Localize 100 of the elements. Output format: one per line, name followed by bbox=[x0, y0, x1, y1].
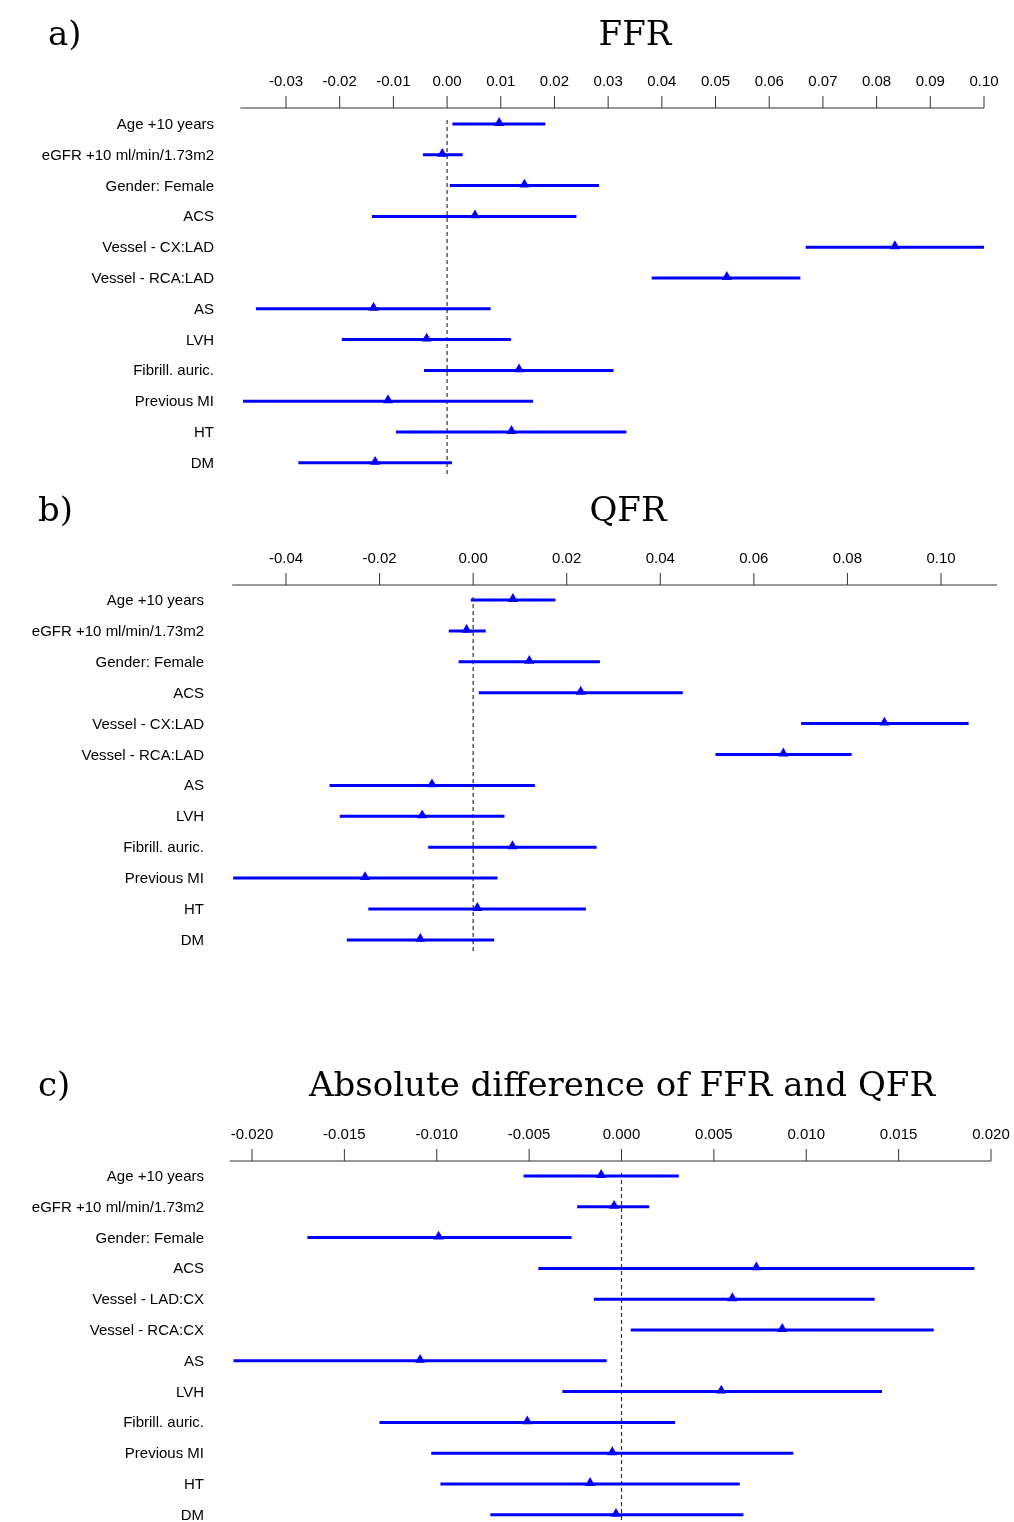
x-tick-label: 0.020 bbox=[972, 1125, 1010, 1142]
chart-title: Absolute difference of FFR and QFR bbox=[307, 1064, 937, 1104]
x-tick-label: 0.010 bbox=[787, 1125, 826, 1142]
point bbox=[879, 716, 890, 726]
y-tick-label: Previous MI bbox=[134, 392, 214, 410]
x-tick-label: 0.02 bbox=[552, 549, 582, 566]
y-tick-label: Gender: Female bbox=[95, 1228, 204, 1246]
point bbox=[727, 1292, 738, 1302]
y-tick-label: AS bbox=[193, 299, 214, 317]
x-tick-label: 0.005 bbox=[695, 1125, 733, 1142]
y-tick-label: DM bbox=[190, 453, 214, 471]
y-tick-label: AS bbox=[183, 1351, 204, 1369]
x-tick-label: -0.005 bbox=[507, 1125, 551, 1142]
point bbox=[359, 871, 371, 881]
x-tick-label: -0.03 bbox=[268, 72, 304, 89]
x-tick-label: 0.015 bbox=[879, 1125, 918, 1142]
y-tick-label: AS bbox=[183, 776, 204, 794]
point bbox=[417, 809, 428, 819]
y-tick-label: Vessel - CX:LAD bbox=[102, 238, 215, 256]
point bbox=[426, 778, 438, 788]
point bbox=[421, 332, 432, 342]
point bbox=[889, 240, 900, 250]
point bbox=[469, 209, 481, 219]
y-tick-label: Age +10 years bbox=[116, 115, 214, 132]
point bbox=[507, 593, 519, 602]
point bbox=[461, 624, 472, 633]
point bbox=[382, 394, 394, 404]
y-tick-label: Age +10 years bbox=[106, 1167, 204, 1184]
point bbox=[370, 455, 381, 465]
point bbox=[415, 1353, 426, 1363]
point bbox=[777, 1323, 788, 1332]
point bbox=[472, 902, 483, 911]
point bbox=[610, 1507, 622, 1517]
x-tick-label: 0.02 bbox=[539, 72, 570, 89]
x-tick-label: -0.02 bbox=[362, 549, 397, 566]
y-tick-label: eGFR +10 ml/min/1.73m2 bbox=[31, 1197, 204, 1215]
x-tick-label: 0.04 bbox=[645, 549, 675, 566]
y-tick-label: Vessel - RCA:LAD bbox=[91, 269, 215, 286]
point bbox=[507, 840, 518, 850]
point bbox=[522, 1415, 533, 1425]
x-tick-label: 0.00 bbox=[458, 549, 488, 566]
point bbox=[513, 363, 525, 373]
point bbox=[506, 425, 517, 434]
chart-title: FFR bbox=[598, 13, 673, 53]
point bbox=[607, 1446, 618, 1456]
y-tick-label: Fibrill. auric. bbox=[123, 1413, 204, 1431]
x-tick-label: 0.05 bbox=[700, 72, 731, 89]
y-tick-label: eGFR +10 ml/min/1.73m2 bbox=[41, 145, 214, 163]
x-tick-label: 0.04 bbox=[647, 72, 677, 89]
y-tick-label: Fibrill. auric. bbox=[133, 361, 214, 379]
point bbox=[575, 685, 586, 695]
point bbox=[437, 147, 448, 157]
y-tick-label: ACS bbox=[183, 207, 214, 225]
x-tick-label: 0.07 bbox=[808, 72, 838, 89]
y-tick-label: HT bbox=[184, 1475, 204, 1492]
y-tick-label: DM bbox=[180, 930, 204, 948]
point bbox=[519, 178, 530, 188]
x-tick-label: 0.01 bbox=[486, 72, 516, 89]
x-tick-label: 0.08 bbox=[862, 72, 892, 89]
point bbox=[524, 654, 535, 664]
y-tick-label: Gender: Female bbox=[105, 176, 214, 194]
text: c) bbox=[38, 1064, 71, 1104]
text: a) bbox=[48, 13, 82, 53]
y-tick-label: DM bbox=[180, 1505, 204, 1522]
y-tick-label: Vessel - RCA:LAD bbox=[81, 745, 205, 763]
y-tick-label: LVH bbox=[175, 807, 204, 825]
text: b) bbox=[38, 489, 74, 529]
x-tick-label: 0.00 bbox=[432, 72, 462, 89]
x-tick-label: 0.10 bbox=[969, 72, 999, 89]
x-tick-label: 0.06 bbox=[754, 72, 784, 89]
x-tick-label: 0.09 bbox=[915, 72, 945, 89]
y-tick-label: LVH bbox=[175, 1382, 204, 1400]
point bbox=[368, 301, 379, 311]
x-tick-label: 0.06 bbox=[739, 549, 769, 566]
x-tick-label: -0.015 bbox=[323, 1125, 366, 1142]
y-tick-label: ACS bbox=[173, 1259, 204, 1277]
y-tick-label: eGFR +10 ml/min/1.73m2 bbox=[31, 621, 204, 639]
point bbox=[751, 1261, 762, 1271]
y-tick-label: ACS bbox=[173, 683, 204, 701]
y-tick-label: LVH bbox=[185, 330, 214, 348]
x-tick-label: 0.000 bbox=[602, 1125, 641, 1142]
x-tick-label: -0.020 bbox=[230, 1125, 274, 1142]
y-tick-label: Vessel - RCA:CX bbox=[89, 1321, 204, 1338]
x-tick-label: 0.08 bbox=[832, 549, 863, 566]
x-tick-label: -0.01 bbox=[376, 72, 411, 89]
point bbox=[609, 1199, 620, 1209]
y-tick-label: HT bbox=[194, 423, 214, 440]
y-tick-label: Gender: Female bbox=[95, 652, 204, 670]
point bbox=[433, 1230, 444, 1240]
y-tick-label: Vessel - LAD:CX bbox=[92, 1290, 204, 1308]
y-tick-label: Previous MI bbox=[124, 1444, 204, 1462]
point bbox=[494, 117, 505, 126]
x-tick-label: 0.03 bbox=[593, 72, 623, 89]
chart-title: QFR bbox=[589, 489, 668, 529]
y-tick-label: HT bbox=[184, 900, 204, 917]
point bbox=[716, 1384, 727, 1394]
x-tick-label: 0.10 bbox=[926, 549, 956, 566]
point bbox=[596, 1169, 607, 1178]
x-tick-label: -0.010 bbox=[415, 1125, 459, 1142]
x-tick-label: -0.02 bbox=[322, 72, 357, 89]
